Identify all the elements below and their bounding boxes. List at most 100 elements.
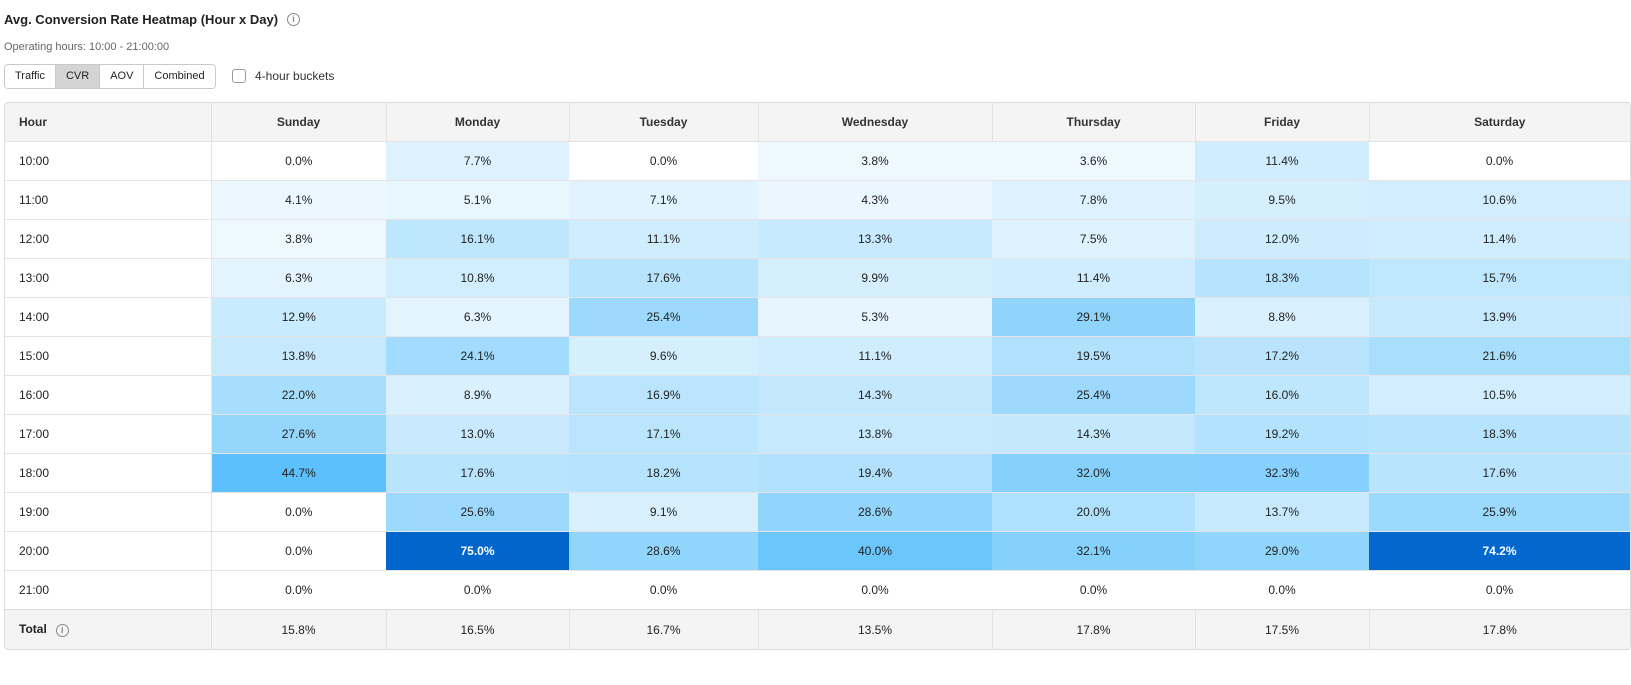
toggle-traffic[interactable]: Traffic [5, 65, 56, 88]
heat-cell[interactable]: 10.6% [1369, 180, 1630, 220]
heat-cell[interactable]: 17.6% [569, 258, 758, 298]
heat-cell[interactable]: 13.0% [386, 414, 569, 454]
heat-cell[interactable]: 19.5% [992, 336, 1195, 376]
heat-cell[interactable]: 27.6% [211, 414, 386, 454]
heat-cell[interactable]: 32.3% [1195, 453, 1369, 493]
heat-cell[interactable]: 18.3% [1195, 258, 1369, 298]
heat-cell[interactable]: 0.0% [386, 570, 569, 610]
heat-cell[interactable]: 17.6% [1369, 453, 1630, 493]
heat-cell[interactable]: 74.2% [1369, 531, 1630, 571]
day-header-wednesday[interactable]: Wednesday [757, 103, 992, 142]
heat-cell[interactable]: 13.9% [1369, 297, 1630, 337]
heat-cell[interactable]: 5.1% [386, 180, 569, 220]
heat-cell[interactable]: 44.7% [211, 453, 386, 493]
heat-cell[interactable]: 15.7% [1369, 258, 1630, 298]
heat-cell[interactable]: 11.1% [569, 219, 758, 259]
heat-cell[interactable]: 10.5% [1369, 375, 1630, 415]
heat-cell[interactable]: 11.4% [1369, 219, 1630, 259]
heat-cell[interactable]: 9.5% [1195, 180, 1369, 220]
heat-cell[interactable]: 0.0% [1369, 570, 1630, 610]
heat-cell[interactable]: 0.0% [211, 141, 386, 181]
bucket-checkbox[interactable] [232, 69, 246, 83]
heat-cell[interactable]: 13.8% [211, 336, 386, 376]
heat-cell[interactable]: 16.9% [569, 375, 758, 415]
heat-cell[interactable]: 11.4% [1195, 141, 1369, 181]
heat-cell[interactable]: 10.8% [386, 258, 569, 298]
heat-cell[interactable]: 17.2% [1195, 336, 1369, 376]
total-info-icon[interactable]: i [55, 623, 69, 637]
heat-cell[interactable]: 18.2% [569, 453, 758, 493]
heat-cell[interactable]: 17.1% [569, 414, 758, 454]
heat-cell[interactable]: 0.0% [211, 492, 386, 532]
heat-cell[interactable]: 0.0% [758, 570, 992, 610]
heat-cell[interactable]: 3.8% [758, 141, 992, 181]
heat-cell[interactable]: 9.9% [758, 258, 992, 298]
heat-cell[interactable]: 4.1% [211, 180, 386, 220]
heat-cell[interactable]: 16.1% [386, 219, 569, 259]
heat-cell[interactable]: 9.1% [569, 492, 758, 532]
heat-cell[interactable]: 19.2% [1195, 414, 1369, 454]
heat-cell[interactable]: 29.1% [992, 297, 1195, 337]
heat-cell[interactable]: 13.7% [1195, 492, 1369, 532]
heat-cell[interactable]: 14.3% [992, 414, 1195, 454]
heat-cell[interactable]: 32.0% [992, 453, 1195, 493]
info-icon[interactable]: i [287, 13, 301, 26]
heat-cell[interactable]: 13.8% [758, 414, 992, 454]
heat-cell[interactable]: 11.4% [992, 258, 1195, 298]
bucket-checkbox-row[interactable]: 4-hour buckets [232, 69, 334, 83]
heat-cell[interactable]: 75.0% [386, 531, 569, 571]
heat-cell[interactable]: 11.1% [758, 336, 992, 376]
heat-cell[interactable]: 9.6% [569, 336, 758, 376]
heat-cell[interactable]: 0.0% [569, 141, 758, 181]
heat-cell[interactable]: 3.8% [211, 219, 386, 259]
day-header-saturday[interactable]: Saturday [1368, 103, 1630, 142]
heat-cell[interactable]: 17.6% [386, 453, 569, 493]
heat-cell[interactable]: 32.1% [992, 531, 1195, 571]
bucket-checkbox-label[interactable]: 4-hour buckets [255, 69, 335, 83]
heat-cell[interactable]: 20.0% [992, 492, 1195, 532]
heat-cell[interactable]: 22.0% [211, 375, 386, 415]
heat-cell[interactable]: 16.0% [1195, 375, 1369, 415]
heat-cell[interactable]: 28.6% [569, 531, 758, 571]
heat-cell[interactable]: 0.0% [1369, 141, 1630, 181]
heat-cell[interactable]: 12.9% [211, 297, 386, 337]
toggle-cvr[interactable]: CVR [55, 65, 101, 88]
day-header-sunday[interactable]: Sunday [210, 103, 386, 142]
heat-cell[interactable]: 19.4% [758, 453, 992, 493]
heat-cell[interactable]: 25.6% [386, 492, 569, 532]
heat-cell[interactable]: 5.3% [758, 297, 992, 337]
heat-cell[interactable]: 25.4% [569, 297, 758, 337]
heat-cell[interactable]: 25.4% [992, 375, 1195, 415]
heat-cell[interactable]: 7.7% [386, 141, 569, 181]
heat-cell[interactable]: 21.6% [1369, 336, 1630, 376]
heat-cell[interactable]: 6.3% [386, 297, 569, 337]
heat-cell[interactable]: 0.0% [992, 570, 1195, 610]
toggle-aov[interactable]: AOV [100, 65, 145, 88]
heat-cell[interactable]: 8.9% [386, 375, 569, 415]
heat-cell[interactable]: 0.0% [211, 570, 386, 610]
heat-cell[interactable]: 3.6% [992, 141, 1195, 181]
heat-cell[interactable]: 12.0% [1195, 219, 1369, 259]
heat-cell[interactable]: 7.1% [569, 180, 758, 220]
day-header-tuesday[interactable]: Tuesday [568, 103, 758, 142]
heat-cell[interactable]: 14.3% [758, 375, 992, 415]
heat-cell[interactable]: 18.3% [1369, 414, 1630, 454]
heat-cell[interactable]: 25.9% [1369, 492, 1630, 532]
heat-cell[interactable]: 4.3% [758, 180, 992, 220]
hour-column-header[interactable]: Hour [5, 103, 211, 142]
toggle-combined[interactable]: Combined [144, 65, 215, 88]
heat-cell[interactable]: 29.0% [1195, 531, 1369, 571]
heat-cell[interactable]: 6.3% [211, 258, 386, 298]
heat-cell[interactable]: 8.8% [1195, 297, 1369, 337]
day-header-friday[interactable]: Friday [1194, 103, 1369, 142]
heat-cell[interactable]: 0.0% [1195, 570, 1369, 610]
heat-cell[interactable]: 13.3% [758, 219, 992, 259]
heat-cell[interactable]: 40.0% [758, 531, 992, 571]
heat-cell[interactable]: 0.0% [569, 570, 758, 610]
heat-cell[interactable]: 28.6% [758, 492, 992, 532]
day-header-thursday[interactable]: Thursday [991, 103, 1195, 142]
heat-cell[interactable]: 7.5% [992, 219, 1195, 259]
heat-cell[interactable]: 24.1% [386, 336, 569, 376]
day-header-monday[interactable]: Monday [385, 103, 569, 142]
heat-cell[interactable]: 0.0% [211, 531, 386, 571]
